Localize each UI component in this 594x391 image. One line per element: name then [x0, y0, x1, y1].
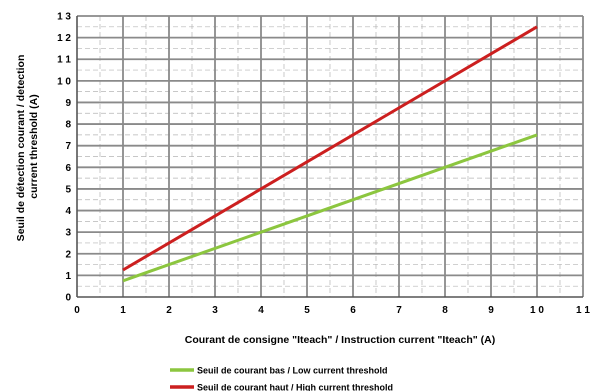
y-axis-label-line-1: Seuil de détection courant / detection — [15, 55, 27, 242]
axes — [76, 16, 583, 298]
y-tick-label: 8 — [65, 120, 71, 131]
x-tick-label: 6 — [350, 305, 356, 316]
y-axis-label: Seuil de détection courant / detection c… — [15, 52, 40, 242]
y-tick-label: 9 — [65, 98, 71, 109]
x-tick-label: 0 — [74, 305, 80, 316]
x-tick-labels: 0 1 2 3 4 5 6 7 8 9 1 0 1 1 — [74, 305, 590, 316]
y-tick-label: 0 — [65, 293, 71, 304]
x-axis-label: Courant de consigne "Iteach" / Instructi… — [185, 334, 495, 346]
y-tick-label: 4 — [65, 206, 71, 217]
major-gridlines — [77, 15, 584, 297]
y-axis-label-line-2: current threshold (A) — [28, 94, 40, 198]
x-tick-label: 1 — [120, 305, 126, 316]
y-tick-label: 1 2 — [57, 33, 71, 44]
x-tick-label: 1 1 — [576, 305, 590, 316]
y-tick-label: 1 0 — [57, 76, 71, 87]
y-tick-label: 1 — [65, 271, 71, 282]
x-tick-label: 1 0 — [530, 305, 544, 316]
legend-label-high: Seuil de courant haut / High current thr… — [197, 383, 393, 391]
y-tick-label: 7 — [65, 141, 71, 152]
x-tick-label: 2 — [166, 305, 172, 316]
series-lines — [122, 25, 538, 283]
y-tick-label: 1 1 — [57, 55, 71, 66]
y-tick-label: 2 — [65, 249, 71, 260]
x-tick-label: 8 — [442, 305, 448, 316]
y-tick-label: 1 3 — [57, 12, 71, 23]
legend-label-low: Seuil de courant bas / Low current thres… — [197, 366, 388, 376]
y-tick-label: 6 — [65, 163, 71, 174]
y-tick-label: 5 — [65, 184, 71, 195]
minor-gridlines — [77, 16, 583, 297]
x-tick-label: 5 — [304, 305, 310, 316]
y-tick-labels: 0 1 2 3 4 5 6 7 8 9 1 0 1 1 1 2 1 3 — [57, 12, 71, 304]
low-threshold-line — [122, 133, 538, 283]
x-tick-label: 9 — [488, 305, 494, 316]
x-tick-label: 7 — [396, 305, 402, 316]
high-threshold-line — [122, 25, 538, 272]
x-tick-label: 4 — [258, 305, 264, 316]
y-tick-label: 3 — [65, 228, 71, 239]
x-tick-label: 3 — [212, 305, 218, 316]
legend: Seuil de courant bas / Low current thres… — [170, 366, 393, 391]
